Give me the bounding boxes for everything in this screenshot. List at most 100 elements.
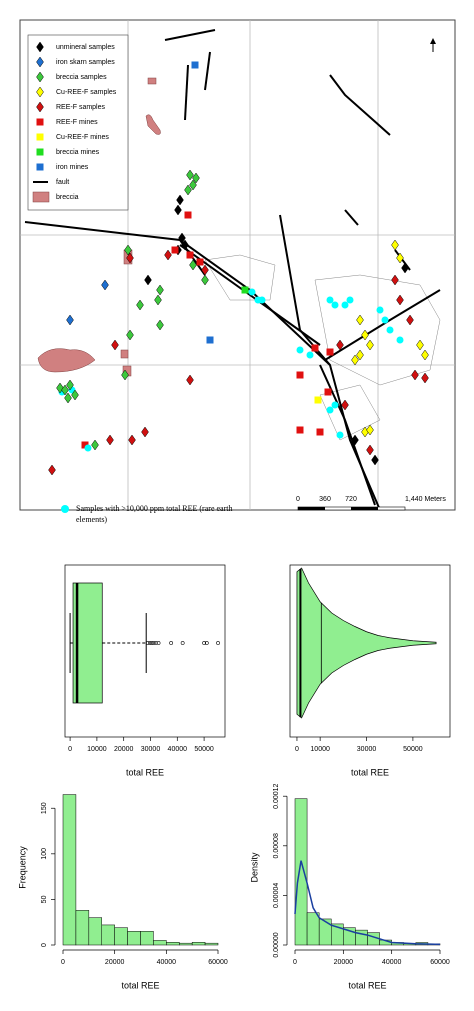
diamond — [186, 169, 194, 181]
diamond — [421, 372, 429, 384]
bar — [306, 912, 320, 946]
diamond — [164, 249, 172, 261]
diamond — [91, 439, 99, 451]
square — [191, 61, 199, 69]
y-tick-label: 0.00008 — [273, 833, 280, 858]
diamond — [36, 71, 44, 83]
diamond — [126, 252, 134, 264]
y-tick-label: 50 — [41, 895, 48, 903]
scale-label: 720 — [345, 496, 357, 503]
bar — [191, 942, 206, 946]
square — [81, 441, 89, 449]
y-axis-label: Frequency — [17, 846, 27, 889]
diamond — [36, 41, 44, 53]
bar — [62, 794, 77, 946]
caption: elements) — [76, 515, 107, 524]
diamond — [396, 294, 404, 306]
legend: unmineral samples iron skarn samples brecc… — [32, 41, 117, 203]
circle — [331, 401, 339, 409]
diamond — [136, 299, 144, 311]
diamond — [356, 314, 364, 326]
x-axis-label: total REE — [348, 980, 386, 990]
x-tick-label: 0 — [68, 746, 72, 753]
diamond — [154, 294, 162, 306]
diamond — [201, 274, 209, 286]
outlier — [204, 641, 209, 645]
square — [241, 286, 249, 294]
x-tick-label: 20000 — [105, 959, 125, 966]
x-axis-label: total REE — [121, 980, 159, 990]
diamond — [391, 239, 399, 251]
diamond — [141, 426, 149, 438]
square — [311, 344, 319, 352]
diamond — [144, 274, 152, 286]
square — [296, 426, 304, 434]
square — [36, 148, 44, 156]
circle — [341, 301, 349, 309]
scale-label: 0 — [296, 496, 300, 503]
circle — [296, 346, 304, 354]
legend-box — [27, 34, 129, 211]
bar — [166, 942, 180, 946]
y-tick-label: 0.00000 — [273, 932, 280, 957]
diamond — [416, 339, 424, 351]
diamond — [66, 314, 74, 326]
diamond — [396, 252, 404, 264]
diamond — [36, 101, 44, 113]
scale-bar: 0 360 720 1,440 Meters — [296, 496, 446, 511]
circle — [306, 351, 314, 359]
outlier — [151, 641, 156, 645]
y-tick-label: 0.00004 — [273, 883, 280, 908]
x-tick-label: 0 — [293, 959, 297, 966]
x-tick-label: 60000 — [208, 959, 228, 966]
circle — [248, 288, 256, 296]
outlier — [169, 641, 174, 645]
circle — [258, 296, 266, 304]
diamond — [61, 384, 69, 396]
diamond — [361, 329, 369, 341]
diamond — [124, 244, 132, 256]
circle — [331, 301, 339, 309]
diamond — [126, 329, 134, 341]
square — [324, 388, 332, 396]
diamond — [64, 392, 72, 404]
x-tick-label: 50000 — [194, 746, 214, 753]
square — [314, 396, 322, 404]
circle — [376, 306, 384, 314]
circle — [336, 431, 344, 439]
x-tick-label: 0 — [61, 959, 65, 966]
diamond — [421, 349, 429, 361]
diamond — [101, 279, 109, 291]
circle — [386, 326, 394, 334]
bar — [127, 931, 141, 946]
x-axis-label: total REE — [126, 767, 164, 777]
bar — [179, 942, 193, 946]
bar — [88, 917, 103, 946]
diamond — [106, 434, 114, 446]
square — [171, 246, 179, 254]
diamond — [36, 56, 44, 68]
plot-frame — [64, 564, 226, 738]
legend-label: iron mines — [56, 164, 89, 171]
breccia-areas — [37, 77, 161, 377]
circle — [396, 336, 404, 344]
x-tick-label: 40000 — [157, 959, 177, 966]
bar — [204, 942, 219, 946]
y-axis-label: Density — [249, 852, 259, 883]
diamond — [341, 399, 349, 411]
square — [206, 336, 214, 344]
diamond — [192, 172, 200, 184]
diamond — [351, 434, 359, 446]
square — [186, 251, 194, 259]
diamond — [176, 194, 184, 206]
violin — [296, 567, 437, 719]
x-tick-label: 30000 — [141, 746, 161, 753]
density-curve — [294, 860, 441, 946]
legend-label: breccia mines — [56, 149, 100, 156]
bar — [153, 940, 167, 946]
diamond — [178, 232, 186, 244]
square — [196, 258, 204, 266]
diamond — [156, 319, 164, 331]
outlier — [148, 641, 152, 645]
